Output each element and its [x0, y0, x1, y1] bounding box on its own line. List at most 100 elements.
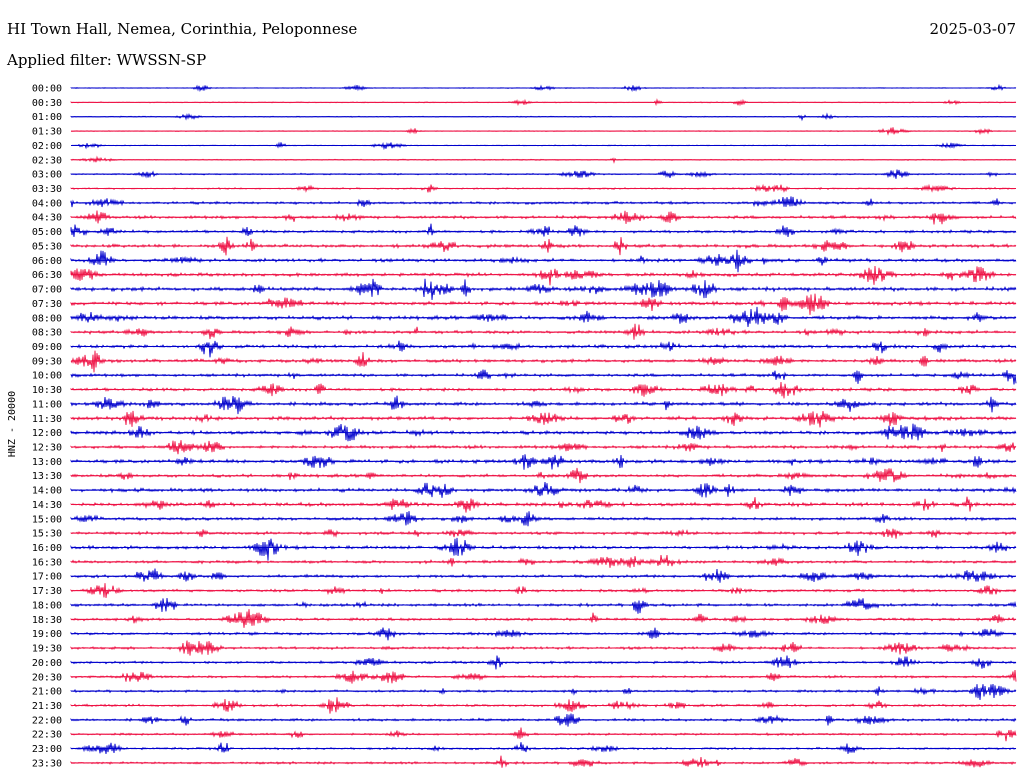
- time-tick-label: 10:00: [32, 371, 62, 382]
- time-tick-label: 00:00: [32, 84, 62, 95]
- trace-row: 05:00: [32, 223, 1017, 238]
- trace-row: 11:30: [32, 410, 1017, 428]
- trace-row: 17:30: [32, 583, 1017, 598]
- seismic-trace: [70, 223, 1017, 237]
- trace-row: 06:00: [32, 249, 1017, 273]
- trace-row: 11:00: [32, 395, 1017, 415]
- trace-row: 13:00: [32, 454, 1017, 470]
- time-tick-label: 15:30: [32, 529, 62, 540]
- time-tick-label: 20:30: [32, 672, 62, 683]
- seismic-trace: [70, 742, 1017, 754]
- trace-row: 00:30: [32, 98, 1017, 109]
- time-tick-label: 00:30: [32, 98, 62, 109]
- trace-row: 07:00: [32, 278, 1017, 300]
- seismic-trace: [70, 454, 1017, 470]
- trace-row: 08:30: [32, 323, 1017, 340]
- trace-row: 19:00: [32, 627, 1017, 641]
- trace-row: 02:00: [32, 141, 1017, 152]
- trace-row: 22:00: [32, 713, 1017, 727]
- time-tick-label: 10:30: [32, 385, 62, 396]
- time-tick-label: 02:00: [32, 141, 62, 152]
- trace-row: 05:30: [32, 236, 1017, 256]
- time-tick-label: 21:00: [32, 687, 62, 698]
- time-tick-label: 13:30: [32, 471, 62, 482]
- trace-row: 16:30: [32, 554, 1017, 568]
- time-tick-label: 04:00: [32, 198, 62, 209]
- time-tick-label: 01:30: [32, 127, 62, 138]
- time-tick-label: 12:00: [32, 428, 62, 439]
- trace-row: 04:30: [32, 210, 1017, 225]
- time-tick-label: 23:30: [32, 758, 62, 769]
- trace-row: 06:30: [32, 265, 1017, 286]
- seismic-trace: [70, 196, 1017, 208]
- trace-row: 20:30: [32, 669, 1017, 684]
- time-tick-label: 03:30: [32, 184, 62, 195]
- time-tick-label: 18:30: [32, 615, 62, 626]
- y-axis-label: HNZ - 20000: [7, 391, 18, 457]
- trace-row: 18:00: [32, 597, 1017, 614]
- seismic-trace: [70, 340, 1017, 358]
- trace-row: 10:00: [32, 369, 1017, 385]
- seismic-trace: [70, 755, 1017, 768]
- time-tick-label: 12:30: [32, 443, 62, 454]
- trace-row: 07:30: [32, 293, 1017, 315]
- time-tick-label: 05:00: [32, 227, 62, 238]
- trace-row: 14:30: [32, 496, 1017, 513]
- seismic-trace: [70, 537, 1017, 561]
- time-tick-label: 06:00: [32, 256, 62, 267]
- time-tick-label: 04:30: [32, 213, 62, 224]
- trace-row: 14:00: [32, 482, 1017, 498]
- time-tick-label: 14:00: [32, 486, 62, 497]
- seismic-trace: [70, 381, 1017, 399]
- trace-row: 18:30: [32, 609, 1017, 628]
- time-tick-label: 07:30: [32, 299, 62, 310]
- seismic-trace: [70, 293, 1017, 315]
- trace-row: 13:30: [32, 467, 1017, 484]
- time-tick-label: 06:30: [32, 270, 62, 281]
- seismic-trace: [70, 410, 1017, 428]
- trace-row: 15:30: [32, 528, 1017, 540]
- seismic-trace: [70, 683, 1017, 701]
- trace-row: 20:00: [32, 655, 1017, 670]
- time-tick-label: 18:00: [32, 600, 62, 611]
- trace-row: 01:30: [32, 127, 1017, 138]
- trace-row: 00:00: [32, 84, 1017, 95]
- trace-row: 23:30: [32, 755, 1017, 769]
- time-tick-label: 05:30: [32, 241, 62, 252]
- time-tick-label: 22:30: [32, 730, 62, 741]
- time-tick-label: 16:00: [32, 543, 62, 554]
- time-tick-label: 17:30: [32, 586, 62, 597]
- time-tick-label: 07:00: [32, 285, 62, 296]
- trace-row: 10:30: [32, 381, 1017, 399]
- seismic-trace: [70, 597, 1017, 614]
- trace-row: 02:30: [32, 155, 1017, 166]
- seismic-trace: [70, 568, 1017, 583]
- trace-row: 01:00: [32, 112, 1017, 123]
- time-tick-label: 19:30: [32, 644, 62, 655]
- trace-row: 16:00: [32, 537, 1017, 561]
- time-tick-label: 15:00: [32, 514, 62, 525]
- seismic-trace: [70, 306, 1017, 328]
- trace-row: 22:30: [32, 727, 1017, 742]
- time-tick-label: 08:30: [32, 328, 62, 339]
- time-tick-label: 16:30: [32, 557, 62, 568]
- time-tick-label: 11:30: [32, 414, 62, 425]
- trace-row: 15:00: [32, 511, 1017, 527]
- seismic-trace: [70, 609, 1017, 628]
- seismic-trace: [70, 265, 1017, 286]
- seismic-trace: [70, 369, 1017, 385]
- time-tick-label: 20:00: [32, 658, 62, 669]
- time-tick-label: 19:00: [32, 629, 62, 640]
- trace-row: 03:30: [32, 183, 1016, 195]
- trace-row: 03:00: [32, 169, 1017, 181]
- seismic-trace: [70, 395, 1017, 415]
- time-tick-label: 22:00: [32, 715, 62, 726]
- station-title: HI Town Hall, Nemea, Corinthia, Peloponn…: [7, 20, 358, 38]
- seismic-trace: [70, 528, 1017, 539]
- time-tick-label: 21:30: [32, 701, 62, 712]
- time-tick-label: 01:00: [32, 112, 62, 123]
- trace-row: 21:00: [32, 683, 1017, 701]
- time-tick-label: 09:30: [32, 356, 62, 367]
- time-tick-label: 14:30: [32, 500, 62, 511]
